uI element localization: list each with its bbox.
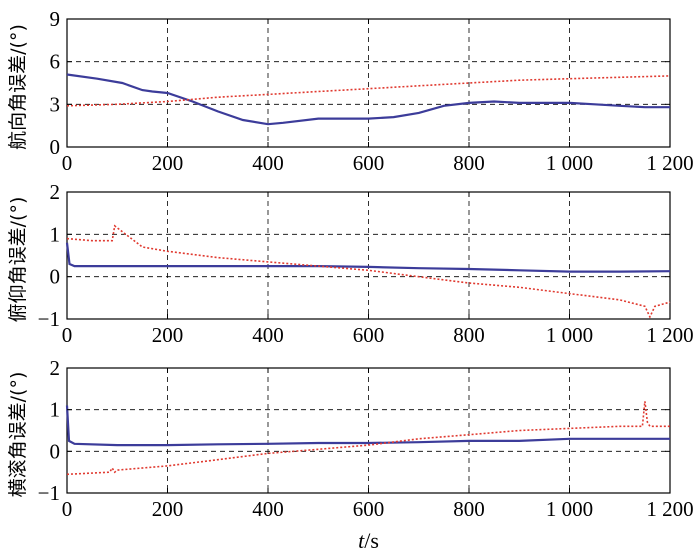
- y-axis-label: 航向角误差/(°): [7, 24, 29, 150]
- x-tick-label: 600: [353, 151, 385, 175]
- x-tick-label: 400: [252, 323, 284, 347]
- x-tick-label: 400: [252, 497, 284, 521]
- x-axis-label: t/s: [358, 528, 379, 553]
- y-tick-label: −1: [38, 307, 60, 331]
- heading-error-panel: 0 200 400 600 800 1 000 1 200 0 3 6 9 航向角误差/(°): [7, 7, 694, 175]
- solid-blue-series-line: [66, 73, 670, 126]
- y-tick-label: 0: [50, 265, 61, 289]
- y-tick-label: 6: [50, 50, 61, 74]
- y-axis-label: 俯仰角误差/(°): [7, 197, 29, 323]
- x-tick-label: 200: [152, 497, 184, 521]
- x-tick-label: 0: [62, 151, 73, 175]
- x-tick-label: 600: [353, 323, 385, 347]
- y-tick-label: 2: [50, 356, 61, 380]
- y-tick-label: 0: [50, 135, 61, 159]
- dotted-red-series-line: [66, 224, 671, 319]
- x-tick-label: 0: [62, 497, 73, 521]
- y-tick-label: −1: [38, 481, 60, 505]
- x-tick-label: 1 200: [646, 497, 693, 521]
- x-tick-label: 800: [453, 323, 485, 347]
- x-tick-label: 600: [353, 497, 385, 521]
- x-tick-label: 800: [453, 151, 485, 175]
- x-tick-label: 1 000: [546, 497, 593, 521]
- y-tick-label: 1: [50, 398, 61, 422]
- y-tick-label: 0: [50, 439, 61, 463]
- y-tick-label: 1: [50, 222, 61, 246]
- dotted-red-series-line: [66, 401, 670, 476]
- dotted-red-series-line: [66, 75, 671, 107]
- y-tick-label: 2: [50, 180, 61, 204]
- x-tick-label: 200: [152, 151, 184, 175]
- solid-blue-series-line: [65, 405, 670, 447]
- x-tick-label: 0: [62, 323, 73, 347]
- x-tick-label: 1 200: [646, 151, 693, 175]
- x-tick-label: 800: [453, 497, 485, 521]
- x-tick-label: 1 200: [646, 323, 693, 347]
- y-axis-label: 横滚角误差/(°): [7, 372, 29, 498]
- x-tick-label: 1 000: [546, 151, 593, 175]
- y-tick-label: 3: [50, 92, 61, 116]
- x-tick-label: 400: [252, 151, 284, 175]
- y-tick-label: 9: [50, 7, 61, 31]
- x-tick-label: 200: [152, 323, 184, 347]
- x-tick-label: 1 000: [546, 323, 593, 347]
